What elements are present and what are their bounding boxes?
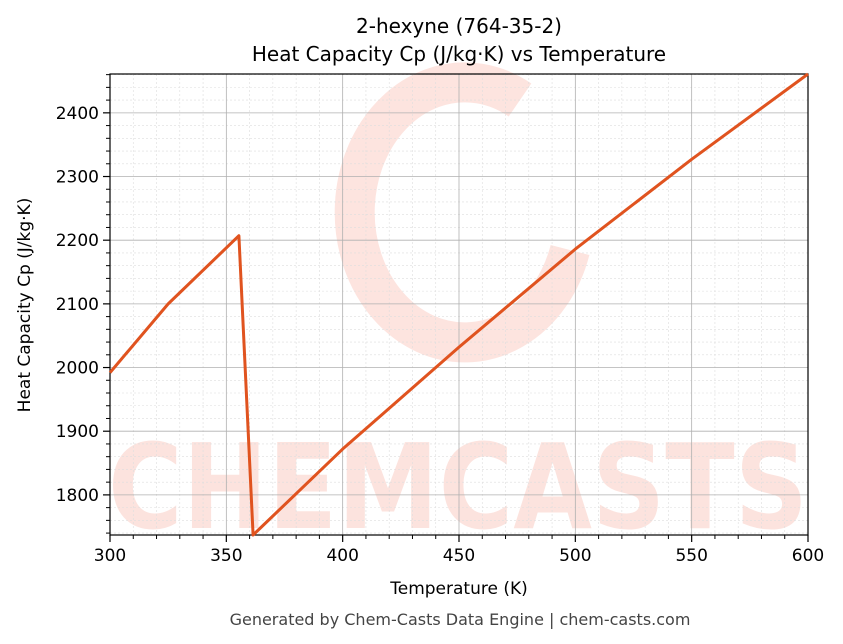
x-tick-label: 600 (792, 546, 824, 566)
footer: Generated by Chem-Casts Data Engine | ch… (230, 610, 691, 629)
x-axis-label: Temperature (K) (389, 579, 528, 599)
y-tick-label: 2200 (56, 231, 99, 251)
x-tick-label: 350 (210, 546, 242, 566)
y-tick-label: 2300 (56, 168, 99, 188)
watermark-logo: CHEMCASTS (108, 62, 808, 556)
y-axis-label: Heat Capacity Cp (J/kg·K) (15, 198, 35, 413)
series-line (108, 72, 809, 537)
x-tick-label: 550 (675, 546, 707, 566)
x-tick-label: 500 (559, 546, 591, 566)
x-tick-label: 300 (94, 546, 126, 566)
grid (109, 74, 809, 535)
y-tick-label: 2100 (56, 295, 99, 315)
chart-title: 2-hexyne (764-35-2) (356, 14, 562, 38)
y-tick-label: 2000 (56, 359, 99, 379)
axis-ticks: 300 350 400 450 500 550 600 1800 1900 2000 2100 220… (56, 74, 824, 566)
y-tick-label: 2400 (56, 104, 99, 124)
x-tick-label: 400 (326, 546, 358, 566)
chart-subtitle: Heat Capacity Cp (J/kg·K) vs Temperature (252, 42, 666, 66)
y-tick-label: 1900 (56, 422, 99, 442)
y-tick-label: 1800 (56, 486, 99, 506)
x-tick-label: 450 (443, 546, 475, 566)
